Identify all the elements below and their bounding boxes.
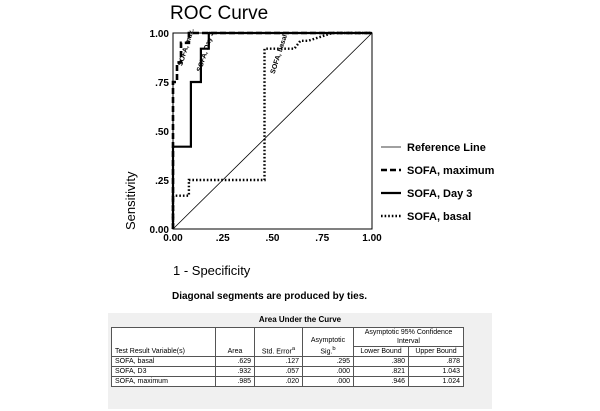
roc-chart: ROC Curve SOFA, max. SOFA, Day 3 SOFA, bas… <box>123 3 495 278</box>
annotation-sofa-day-3: SOFA, Day 3 <box>196 31 216 73</box>
series-line-sofa-basal <box>171 31 372 229</box>
legend-label-sofa-day-3: SOFA, Day 3 <box>407 188 472 200</box>
x-tick-label: .50 <box>266 233 280 244</box>
y-tick-label: 1.00 <box>150 29 170 40</box>
x-tick-label: 0.00 <box>163 233 183 244</box>
auc-table: Test Result Variable(s) Area Std. Errora… <box>111 327 464 387</box>
cell-lower-bound: .821 <box>353 366 409 377</box>
x-tick-label: .75 <box>315 233 329 244</box>
series-line-reference-line <box>172 32 373 230</box>
x-tick-label: .25 <box>216 233 230 244</box>
col-header-sig: Asymptotic Sig.b <box>302 327 354 357</box>
series-line-sofa-maximum <box>171 31 372 229</box>
cell-std-error: .020 <box>254 376 303 387</box>
cell-lower-bound: .946 <box>353 376 409 387</box>
col-header-upper-bound: Upper Bound <box>408 346 464 357</box>
col-header-variable: Test Result Variable(s) <box>111 327 216 357</box>
cell-area: .985 <box>215 376 255 387</box>
legend-label-reference-line: Reference Line <box>407 142 486 154</box>
cell-upper-bound: .878 <box>408 356 464 367</box>
y-tick-label: .75 <box>155 78 169 89</box>
x-axis-title: 1 - Specificity <box>173 263 251 278</box>
table-row: SOFA, basal .629 .127 .295 .380 .878 <box>111 356 464 367</box>
y-tick-label: 0.00 <box>150 225 170 236</box>
cell-std-error: .057 <box>254 366 303 377</box>
y-axis-title: Sensitivity <box>123 171 138 230</box>
legend-label-sofa-basal: SOFA, basal <box>407 211 471 223</box>
cell-lower-bound: .380 <box>353 356 409 367</box>
cell-variable: SOFA, maximum <box>111 376 216 387</box>
cell-sig: .295 <box>302 356 354 367</box>
chart-title: ROC Curve <box>170 3 268 24</box>
x-tick-label: 1.00 <box>362 233 382 244</box>
auc-table-panel: Area Under the Curve Test Result Variabl… <box>108 313 492 409</box>
cell-sig: .000 <box>302 366 354 377</box>
cell-std-error: .127 <box>254 356 303 367</box>
col-header-std-error: Std. Errora <box>254 327 303 357</box>
footnote: Diagonal segments are produced by ties. <box>172 291 368 302</box>
cell-upper-bound: 1.024 <box>408 376 464 387</box>
y-tick-label: .50 <box>155 127 169 138</box>
annotation-sofa-basal: SOFA, basal <box>270 34 289 75</box>
cell-variable: SOFA, D3 <box>111 366 216 377</box>
table-row: SOFA, maximum .985 .020 .000 .946 1.024 <box>111 376 464 387</box>
cell-area: .629 <box>215 356 255 367</box>
series-line-sofa-day-3 <box>171 31 372 229</box>
y-tick-label: .25 <box>155 176 169 187</box>
table-header-row: Test Result Variable(s) Area Std. Errora… <box>111 327 464 357</box>
col-header-lower-bound: Lower Bound <box>353 346 409 357</box>
col-header-ci: Asymptotic 95% Confidence Interval <box>353 327 464 347</box>
cell-upper-bound: 1.043 <box>408 366 464 377</box>
col-header-area: Area <box>215 327 255 357</box>
legend-label-sofa-maximum: SOFA, maximum <box>407 165 495 177</box>
table-row: SOFA, D3 .932 .057 .000 .821 1.043 <box>111 366 464 377</box>
cell-area: .932 <box>215 366 255 377</box>
auc-table-title: Area Under the Curve <box>258 315 342 324</box>
cell-sig: .000 <box>302 376 354 387</box>
cell-variable: SOFA, basal <box>111 356 216 367</box>
